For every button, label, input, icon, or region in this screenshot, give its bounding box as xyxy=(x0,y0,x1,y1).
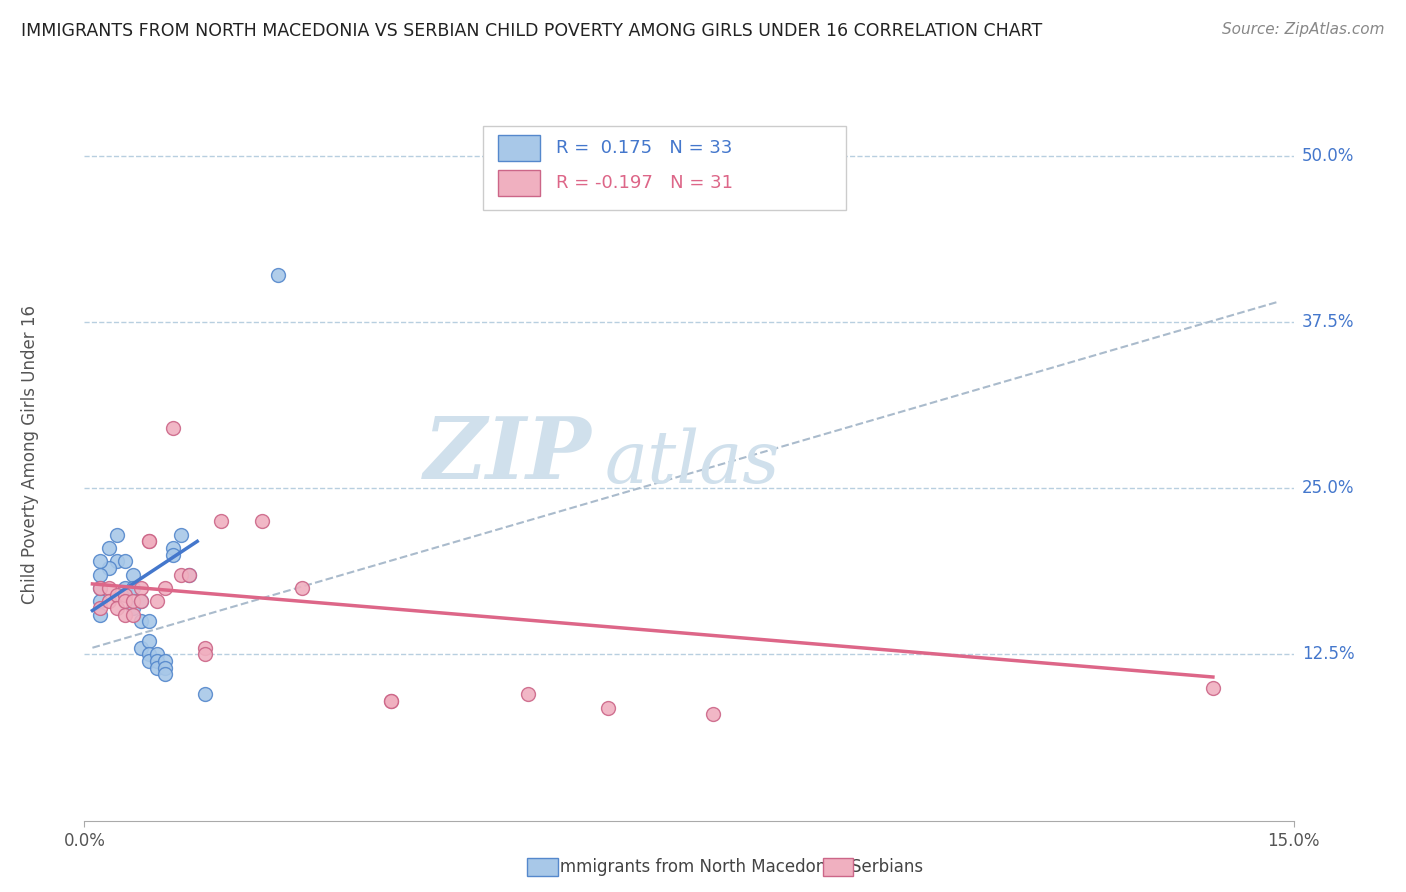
Point xyxy=(153,661,176,675)
Text: atlas: atlas xyxy=(605,427,780,498)
Point xyxy=(516,687,538,701)
Point xyxy=(1202,681,1225,695)
Text: IMMIGRANTS FROM NORTH MACEDONIA VS SERBIAN CHILD POVERTY AMONG GIRLS UNDER 16 CO: IMMIGRANTS FROM NORTH MACEDONIA VS SERBI… xyxy=(21,22,1042,40)
Point xyxy=(267,268,290,283)
Point xyxy=(138,634,160,648)
Point xyxy=(89,581,111,595)
Point xyxy=(250,515,273,529)
Point xyxy=(89,594,111,608)
Point xyxy=(153,667,176,681)
Point xyxy=(598,700,620,714)
Point xyxy=(105,554,128,568)
Text: ZIP: ZIP xyxy=(425,413,592,497)
Point xyxy=(179,567,201,582)
Point xyxy=(89,607,111,622)
Point xyxy=(121,600,143,615)
Point xyxy=(179,567,201,582)
Point xyxy=(170,527,193,541)
Point xyxy=(97,561,120,575)
Point xyxy=(121,581,143,595)
Point xyxy=(209,515,232,529)
Point xyxy=(162,548,184,562)
Point xyxy=(194,687,217,701)
Point xyxy=(702,707,724,722)
Point xyxy=(170,567,193,582)
Point xyxy=(146,661,169,675)
Point xyxy=(89,554,111,568)
Point xyxy=(114,594,136,608)
Point xyxy=(153,654,176,668)
Point xyxy=(105,600,128,615)
FancyBboxPatch shape xyxy=(498,135,540,161)
Point xyxy=(380,694,402,708)
Point xyxy=(153,581,176,595)
Point xyxy=(129,594,152,608)
Point xyxy=(97,581,120,595)
Point xyxy=(121,607,143,622)
Point xyxy=(129,581,152,595)
Point xyxy=(97,541,120,555)
Point xyxy=(194,640,217,655)
Point xyxy=(194,648,217,662)
Point xyxy=(114,581,136,595)
FancyBboxPatch shape xyxy=(484,126,846,210)
Point xyxy=(146,594,169,608)
Point xyxy=(138,534,160,549)
Point xyxy=(129,640,152,655)
Point xyxy=(146,648,169,662)
Point xyxy=(105,527,128,541)
Point xyxy=(89,567,111,582)
Point xyxy=(138,654,160,668)
FancyBboxPatch shape xyxy=(498,170,540,195)
Point xyxy=(138,534,160,549)
Point xyxy=(89,581,111,595)
Text: 25.0%: 25.0% xyxy=(1302,479,1354,497)
Point xyxy=(97,594,120,608)
Point xyxy=(129,614,152,628)
Point xyxy=(138,648,160,662)
Point xyxy=(114,607,136,622)
Text: 12.5%: 12.5% xyxy=(1302,646,1354,664)
Point xyxy=(114,588,136,602)
Point xyxy=(162,421,184,435)
Text: Immigrants from North Macedonia: Immigrants from North Macedonia xyxy=(534,858,841,876)
Text: Serbians: Serbians xyxy=(830,858,922,876)
Point xyxy=(146,654,169,668)
Text: Child Poverty Among Girls Under 16: Child Poverty Among Girls Under 16 xyxy=(21,305,39,605)
Point xyxy=(105,588,128,602)
Point xyxy=(89,600,111,615)
Point xyxy=(380,694,402,708)
Point xyxy=(114,554,136,568)
Text: 37.5%: 37.5% xyxy=(1302,313,1354,331)
Point xyxy=(121,567,143,582)
Point xyxy=(138,614,160,628)
Point xyxy=(291,581,314,595)
Text: 50.0%: 50.0% xyxy=(1302,146,1354,165)
Text: Source: ZipAtlas.com: Source: ZipAtlas.com xyxy=(1222,22,1385,37)
Point xyxy=(162,541,184,555)
Text: R =  0.175   N = 33: R = 0.175 N = 33 xyxy=(555,139,733,157)
Text: R = -0.197   N = 31: R = -0.197 N = 31 xyxy=(555,174,733,192)
Point xyxy=(121,594,143,608)
Point xyxy=(129,594,152,608)
